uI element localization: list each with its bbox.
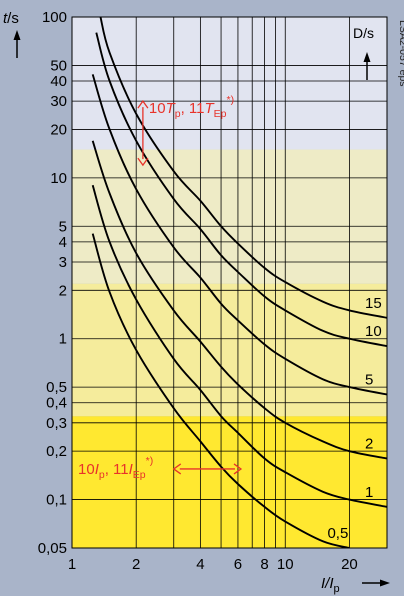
x-tick-label: 8 — [260, 556, 268, 573]
band — [72, 17, 387, 150]
series-label: 5 — [365, 372, 373, 389]
band — [72, 283, 387, 417]
x-tick-label: 10 — [277, 556, 294, 573]
series-label: 15 — [365, 295, 382, 312]
annotation-label: 10Tp​, 11TEp​*)​ — [149, 94, 234, 120]
annotation-part: 10 — [78, 461, 95, 478]
y-tick-label: 10 — [50, 170, 67, 187]
x-tick-label: 4 — [196, 556, 204, 573]
annotation-group: 10Tp​, 11TEp​*)​ 10Ip​, 11IEp​*)​ — [78, 94, 243, 481]
annotation-part: *) — [146, 455, 154, 467]
series-label: 0,5 — [327, 525, 348, 542]
annotation-part: 10 — [149, 100, 166, 117]
series-label: 10 — [365, 323, 382, 340]
band — [72, 149, 387, 284]
annotation-arrowhead-left — [172, 463, 182, 475]
y-tick-label: 20 — [50, 121, 67, 138]
y-tick-label: 3 — [59, 254, 67, 271]
annotation-part: T — [166, 100, 177, 117]
x-tick-label: 1 — [68, 556, 76, 573]
annotation-arrowhead-top — [137, 99, 149, 109]
series-label: 1 — [365, 484, 373, 501]
curve-D-2 — [91, 140, 387, 460]
curve-D-10 — [95, 32, 387, 348]
series-label-header: D/s — [353, 25, 374, 80]
x-tick-label: 2 — [132, 556, 140, 573]
y-tick-label: 0,05 — [38, 540, 67, 557]
y-tick-label: 0,5 — [46, 379, 67, 396]
annotation-label: 10Ip​, 11IEp​*)​ — [78, 455, 153, 481]
annotation-part: p — [175, 108, 181, 120]
annotation-part: Ep — [133, 469, 146, 481]
svg-text:t/s: t/s — [3, 10, 19, 27]
y-tick-label: 5 — [59, 218, 67, 235]
plot-frame — [71, 16, 388, 549]
y-tick-label: 100 — [42, 9, 67, 26]
curve-D-5 — [91, 74, 387, 396]
annotation-part: T — [205, 100, 216, 117]
background-bands — [72, 17, 387, 548]
y-tick-label: 30 — [50, 93, 67, 110]
annotation-part: , 11 — [105, 461, 129, 478]
annotation-part: I — [95, 461, 99, 478]
curve-D-15 — [99, 17, 387, 319]
y-tick-label: 0,1 — [46, 492, 67, 509]
y-tick-label: 0,2 — [46, 443, 67, 460]
annotation-part: I — [129, 461, 133, 478]
y-axis-title: t/s — [3, 10, 21, 58]
x-tick-labels: 1 2 4 6 8 10 20 — [68, 556, 358, 573]
series-header-text: D/s — [353, 25, 374, 41]
annotation-part: p — [99, 469, 105, 481]
annotation-part: , 11 — [181, 100, 205, 117]
series-label: 2 — [365, 436, 373, 453]
x-axis-main: I/I — [321, 575, 334, 592]
annotation-arrowhead-right — [233, 463, 243, 475]
annotation-part: *) — [227, 94, 235, 106]
x-axis-sub: p — [334, 583, 340, 595]
annotation-arrowhead-bottom — [137, 157, 149, 167]
series-header-arrowhead — [363, 52, 371, 62]
y-tick-label: 2 — [59, 282, 67, 299]
svg-text:I/Ip: I/Ip — [321, 575, 340, 595]
figure-id: LSA2-057 eps — [397, 20, 404, 87]
y-axis-main: t — [3, 10, 8, 27]
band — [72, 416, 387, 548]
x-axis-arrowhead — [380, 579, 390, 587]
y-axis-unit: /s — [7, 10, 19, 27]
y-tick-label: 50 — [50, 57, 67, 74]
curve-D-0-5 — [91, 233, 350, 548]
x-tick-label: 20 — [341, 556, 358, 573]
y-tick-label: 0,3 — [46, 415, 67, 432]
x-axis-title: I/Ip — [321, 575, 390, 595]
y-tick-label: 40 — [50, 73, 67, 90]
y-tick-label: 0,4 — [46, 395, 67, 412]
annotation-part: Ep — [214, 108, 227, 120]
y-tick-label: 1 — [59, 331, 67, 348]
curve-group — [91, 17, 387, 548]
y-tick-label: 4 — [59, 234, 67, 251]
x-tick-label: 6 — [234, 556, 242, 573]
y-axis-arrowhead — [13, 30, 21, 40]
curve-D-1 — [91, 184, 387, 508]
